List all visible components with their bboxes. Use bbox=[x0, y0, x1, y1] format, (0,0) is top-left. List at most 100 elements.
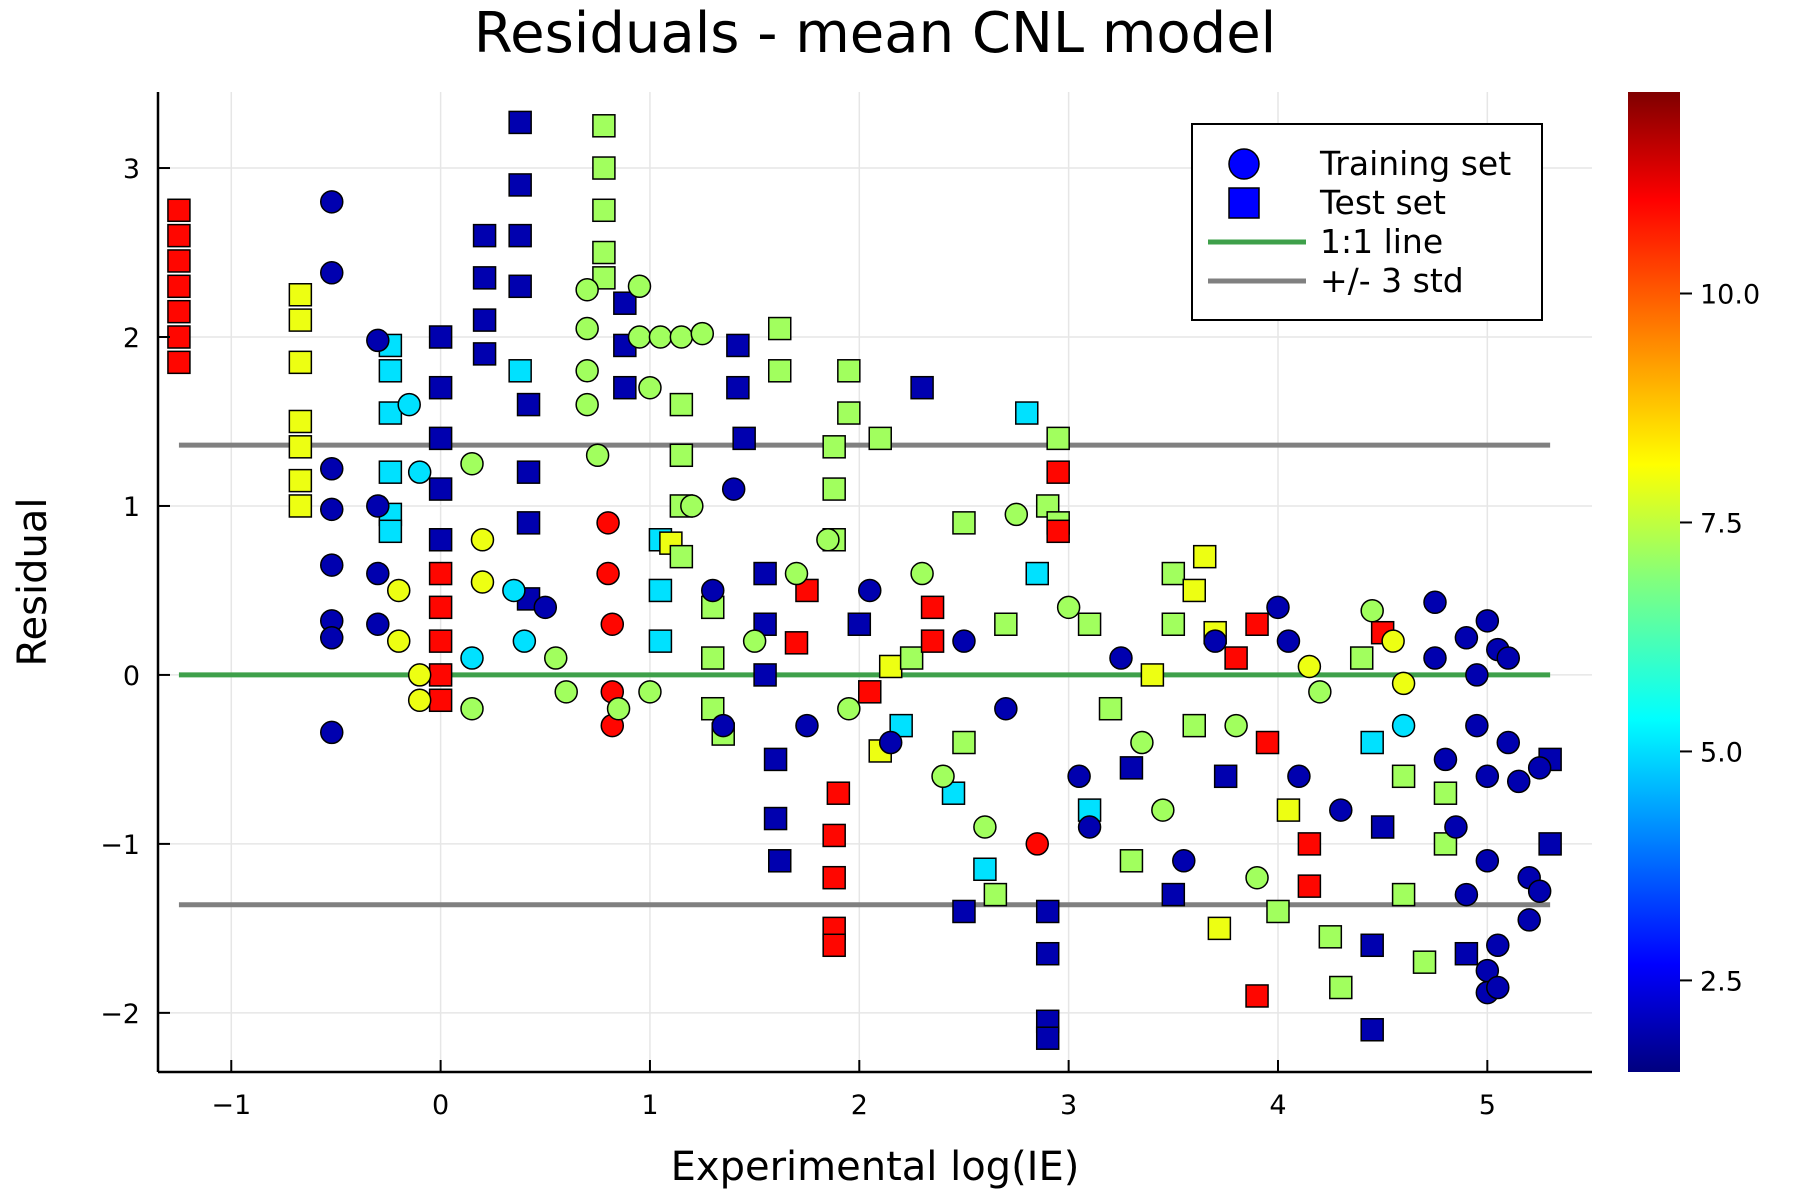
legend-label: 1:1 line bbox=[1320, 222, 1443, 261]
test-set-point bbox=[994, 612, 1018, 636]
training-set-point bbox=[973, 815, 997, 839]
reference-lines bbox=[178, 442, 1551, 908]
test-set-point bbox=[920, 629, 945, 653]
test-set-point bbox=[1046, 460, 1070, 484]
training-set-point bbox=[1329, 798, 1353, 822]
training-set-point bbox=[1391, 671, 1416, 696]
test-set-point bbox=[826, 781, 851, 805]
test-set-point bbox=[472, 342, 497, 366]
test-set-point bbox=[732, 426, 756, 451]
training-set-point bbox=[1475, 609, 1500, 633]
test-set-point bbox=[472, 266, 497, 290]
training-set-point bbox=[910, 561, 934, 586]
test-set-point bbox=[763, 747, 788, 772]
test-set-point bbox=[910, 375, 934, 400]
test-set-point bbox=[1349, 646, 1374, 670]
training-set-point bbox=[1172, 849, 1196, 873]
test-set-point bbox=[822, 435, 846, 459]
test-set-point bbox=[822, 933, 846, 958]
test-set-point bbox=[726, 333, 750, 358]
test-set-point bbox=[167, 198, 191, 223]
test-set-point bbox=[669, 544, 694, 569]
training-set-point bbox=[1444, 815, 1468, 839]
test-set-point bbox=[428, 561, 453, 586]
training-set-point bbox=[837, 696, 861, 721]
training-set-point bbox=[648, 325, 673, 349]
training-set-point bbox=[1496, 646, 1521, 670]
test-set-point bbox=[795, 578, 819, 603]
training-set-point bbox=[1423, 590, 1447, 615]
plot-axes bbox=[156, 92, 1592, 1074]
x-tick-label: 0 bbox=[432, 1090, 449, 1121]
test-set-point bbox=[472, 223, 497, 248]
test-set-point bbox=[726, 375, 750, 400]
test-set-point bbox=[288, 435, 313, 459]
test-set-point bbox=[592, 156, 616, 180]
test-set-point bbox=[516, 511, 541, 535]
test-set-point bbox=[822, 477, 846, 501]
legend-label: Test set bbox=[1319, 183, 1446, 222]
training-set-point bbox=[701, 578, 725, 603]
training-set-point bbox=[711, 713, 735, 738]
test-set-point bbox=[822, 865, 846, 890]
training-set-point bbox=[320, 497, 344, 522]
test-set-point bbox=[167, 223, 191, 248]
test-set-point bbox=[1391, 882, 1416, 907]
training-set-point bbox=[366, 561, 390, 586]
test-set-point bbox=[1161, 612, 1186, 636]
test-set-point bbox=[1245, 984, 1269, 1008]
y-ticks: −2 −1 0 1 2 3 bbox=[100, 154, 170, 1030]
training-set-point bbox=[931, 764, 955, 789]
training-set-point bbox=[878, 730, 903, 755]
training-set-point bbox=[1025, 832, 1049, 856]
colorbar-tick-label: 2.5 bbox=[1700, 966, 1743, 997]
test-set-point bbox=[378, 359, 403, 383]
training-set-point bbox=[533, 595, 558, 620]
training-set-point bbox=[1308, 680, 1332, 704]
test-set-point bbox=[1035, 899, 1060, 924]
x-tick-label: 2 bbox=[851, 1090, 868, 1121]
training-set-point bbox=[366, 494, 390, 518]
x-axis-title: Experimental log(IE) bbox=[671, 1144, 1080, 1190]
training-set-point bbox=[1245, 865, 1269, 890]
test-set-point bbox=[1140, 663, 1165, 687]
test-set-point bbox=[592, 198, 616, 223]
training-set-point bbox=[320, 261, 344, 285]
test-set-point bbox=[763, 806, 788, 831]
training-set-point bbox=[1381, 629, 1405, 653]
x-tick-label: 4 bbox=[1269, 1090, 1286, 1121]
training-set-point bbox=[320, 720, 344, 745]
test-set-point bbox=[1370, 815, 1395, 839]
test-set-point bbox=[1119, 756, 1144, 780]
test-set-point bbox=[753, 612, 777, 636]
test-set-point bbox=[941, 781, 966, 805]
test-set-point bbox=[847, 612, 872, 636]
training-set-point bbox=[638, 375, 662, 400]
test-set-point bbox=[378, 460, 403, 484]
legend-label: +/- 3 std bbox=[1320, 261, 1464, 300]
training-set-point bbox=[407, 663, 432, 687]
training-set-point bbox=[575, 359, 599, 383]
test-set-point bbox=[1318, 925, 1343, 949]
training-set-point bbox=[470, 570, 495, 594]
training-set-point bbox=[1475, 849, 1500, 873]
test-set-point bbox=[288, 350, 313, 375]
training-set-point bbox=[627, 325, 652, 349]
training-set-point bbox=[386, 578, 411, 603]
test-set-point bbox=[1119, 849, 1144, 873]
test-set-point bbox=[592, 114, 616, 138]
training-set-point bbox=[1130, 730, 1154, 755]
test-set-point bbox=[1192, 544, 1217, 569]
training-set-point bbox=[460, 451, 484, 476]
training-set-point bbox=[606, 696, 631, 721]
test-set-point bbox=[428, 375, 453, 400]
test-set-point bbox=[1412, 950, 1437, 974]
training-set-point bbox=[1224, 713, 1248, 738]
test-set-point bbox=[428, 595, 453, 620]
colorbar-tick-label: 5.0 bbox=[1700, 737, 1743, 768]
training-set-point bbox=[669, 325, 694, 349]
test-set-point bbox=[701, 646, 725, 670]
training-set-point bbox=[596, 561, 620, 586]
test-set-point bbox=[592, 266, 616, 290]
